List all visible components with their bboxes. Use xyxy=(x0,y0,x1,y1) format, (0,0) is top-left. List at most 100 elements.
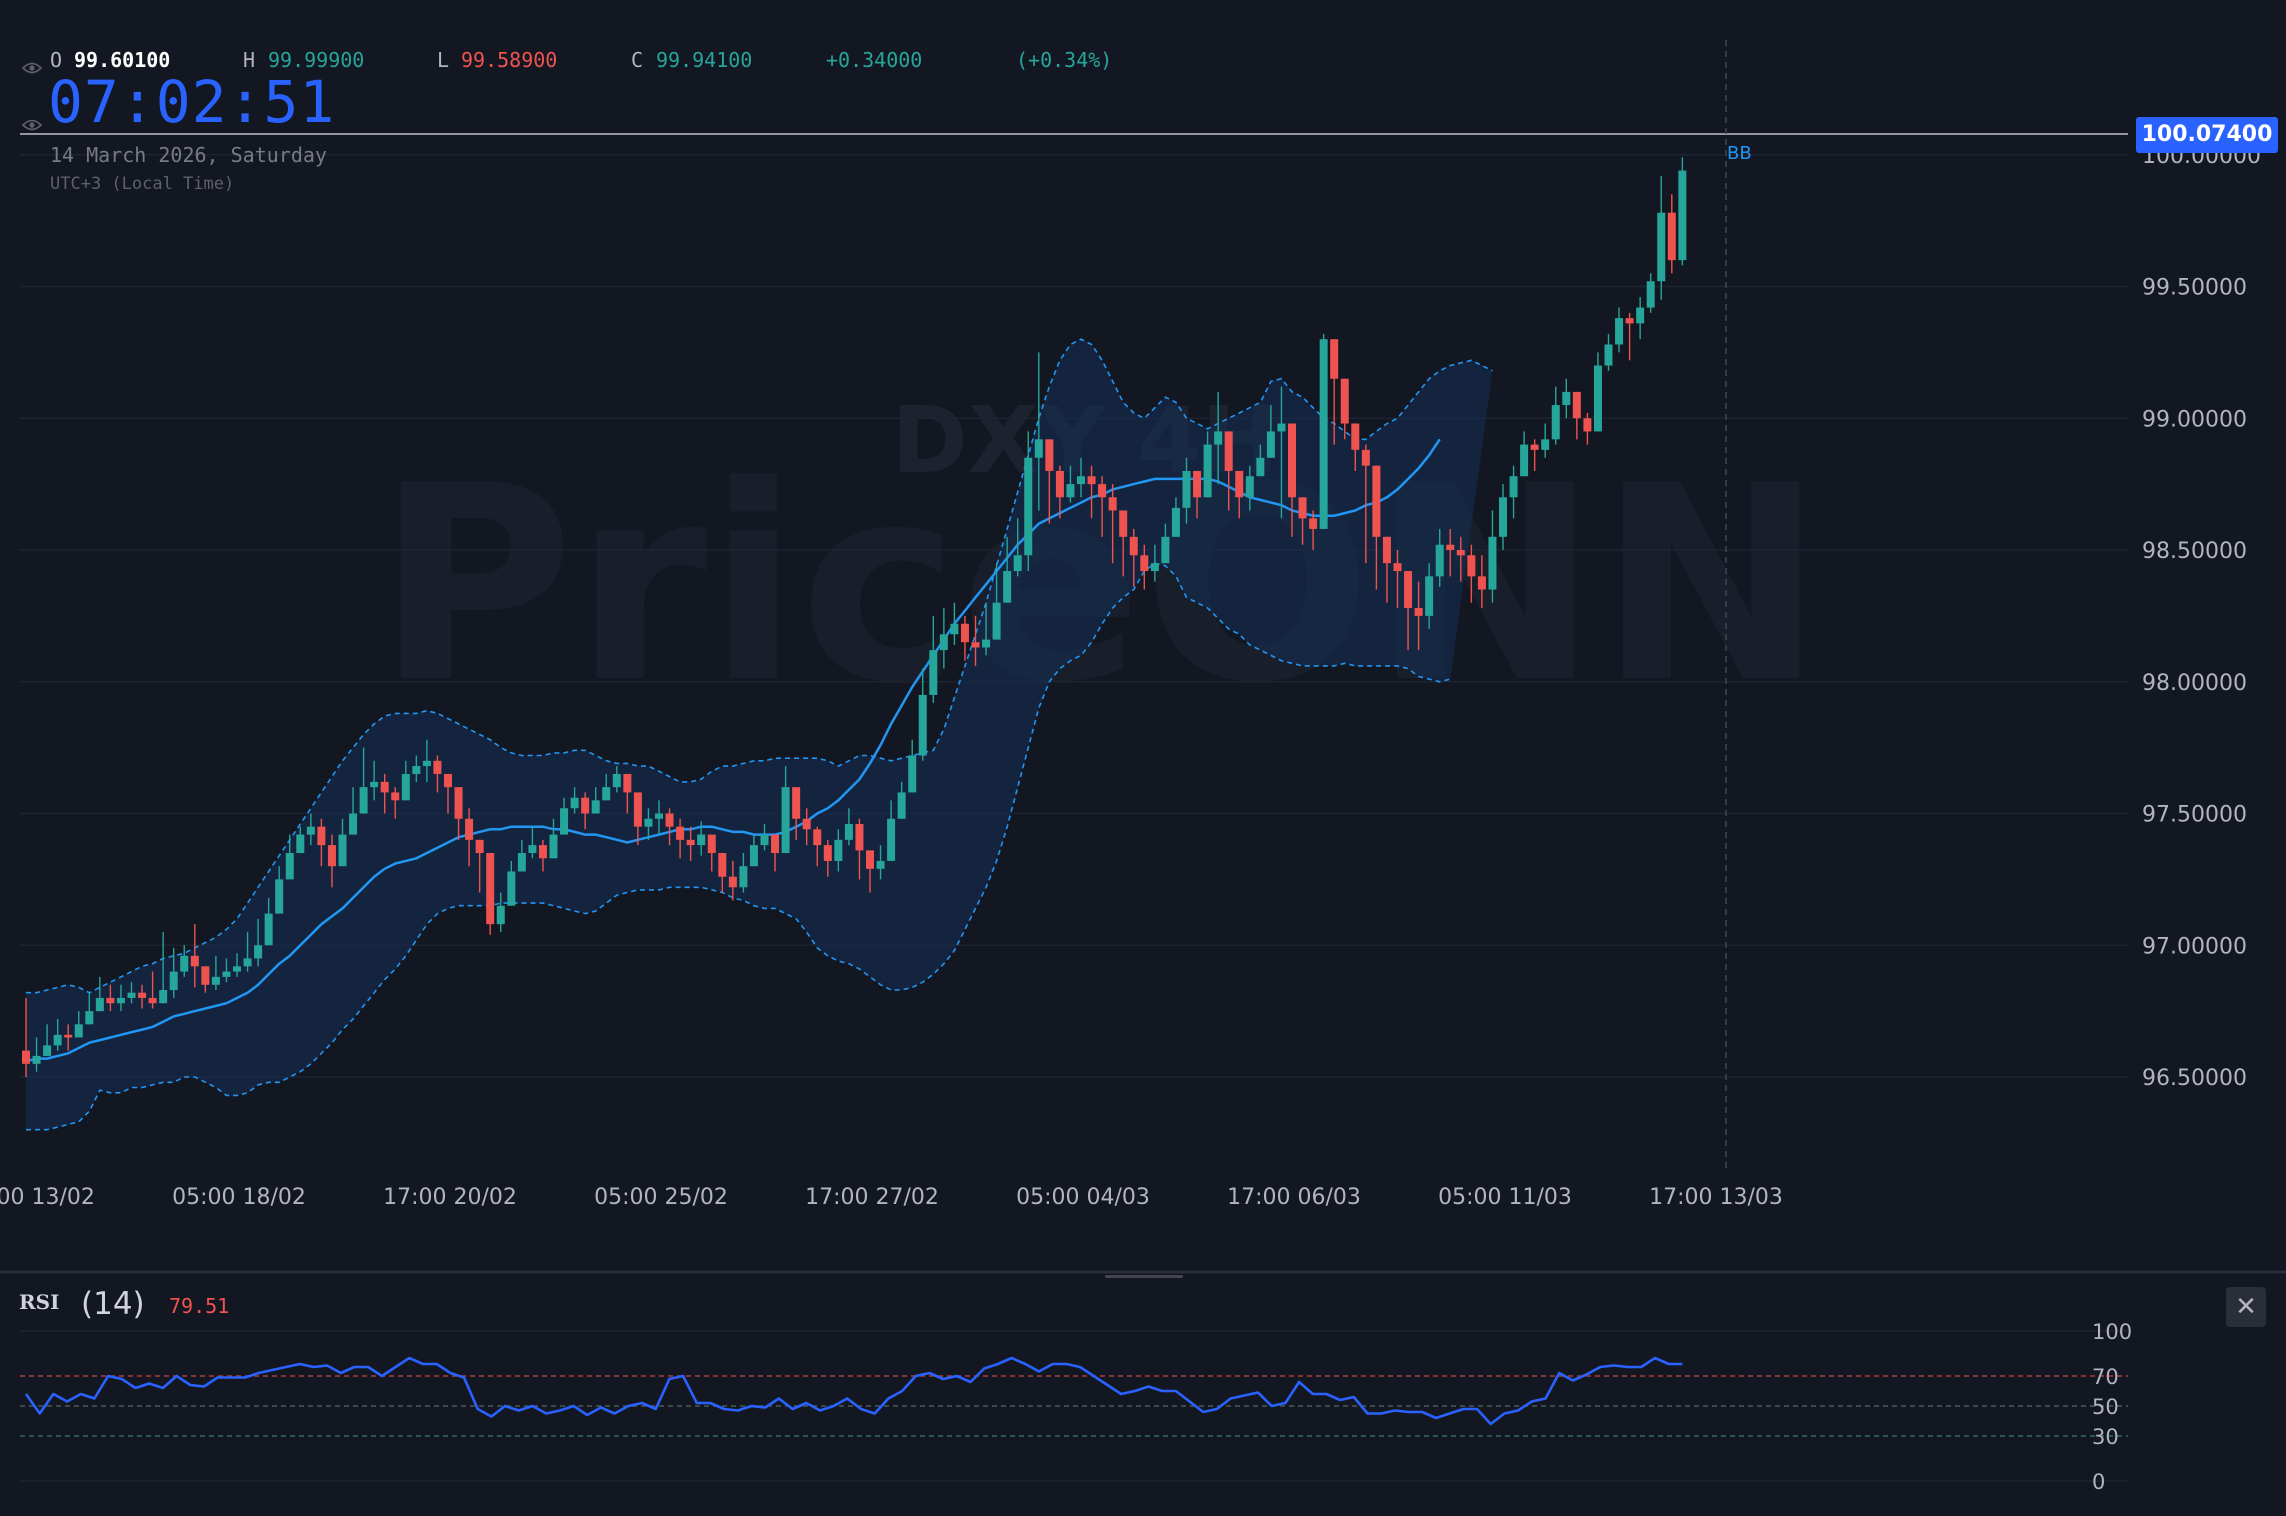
candle[interactable] xyxy=(22,997,30,1077)
candle[interactable] xyxy=(1572,391,1581,440)
candle[interactable] xyxy=(1404,571,1413,651)
candle[interactable] xyxy=(929,615,938,703)
candle[interactable] xyxy=(633,792,642,846)
candle[interactable] xyxy=(665,808,674,846)
candle[interactable] xyxy=(370,760,379,801)
candle[interactable] xyxy=(1203,431,1212,498)
candle[interactable] xyxy=(64,1024,73,1051)
candle[interactable] xyxy=(823,839,832,877)
candle[interactable] xyxy=(380,773,389,814)
pane-resize-handle[interactable] xyxy=(1105,1275,1183,1278)
candle[interactable] xyxy=(771,834,780,872)
candle[interactable] xyxy=(1593,352,1602,432)
candle[interactable] xyxy=(391,787,400,819)
candle[interactable] xyxy=(876,845,885,880)
eye-icon[interactable] xyxy=(22,61,42,75)
candle[interactable] xyxy=(1224,431,1233,511)
candle[interactable] xyxy=(866,850,874,893)
candle[interactable] xyxy=(676,818,685,859)
candle[interactable] xyxy=(1604,333,1613,371)
candle[interactable] xyxy=(306,813,315,846)
candle[interactable] xyxy=(1330,339,1339,445)
candle[interactable] xyxy=(686,826,695,861)
candle[interactable] xyxy=(960,615,969,661)
candle[interactable] xyxy=(612,766,621,793)
candle[interactable] xyxy=(1446,528,1455,577)
candle[interactable] xyxy=(844,808,853,846)
candle[interactable] xyxy=(939,607,948,669)
candle[interactable] xyxy=(802,808,811,846)
candle[interactable] xyxy=(211,955,220,991)
candle[interactable] xyxy=(971,615,980,666)
candle[interactable] xyxy=(1288,423,1296,537)
candle[interactable] xyxy=(349,787,358,835)
candle[interactable] xyxy=(1646,273,1655,313)
candle[interactable] xyxy=(644,808,653,840)
candle[interactable] xyxy=(496,892,505,933)
candle[interactable] xyxy=(549,818,558,859)
candle[interactable] xyxy=(296,826,305,854)
candle[interactable] xyxy=(602,773,611,801)
candle[interactable] xyxy=(897,781,906,819)
candle[interactable] xyxy=(148,971,157,1009)
candle[interactable] xyxy=(1045,439,1054,524)
candle[interactable] xyxy=(1108,484,1117,564)
candle[interactable] xyxy=(749,834,758,867)
candle[interactable] xyxy=(285,834,294,880)
candle[interactable] xyxy=(781,766,790,854)
candle[interactable] xyxy=(1361,444,1370,564)
candle[interactable] xyxy=(53,1019,62,1051)
candle[interactable] xyxy=(728,860,737,901)
candle[interactable] xyxy=(982,602,991,656)
candle[interactable] xyxy=(1499,484,1507,550)
candle[interactable] xyxy=(1256,444,1265,477)
candle[interactable] xyxy=(538,839,547,872)
candle[interactable] xyxy=(1171,497,1180,537)
candle[interactable] xyxy=(1667,194,1676,274)
candle[interactable] xyxy=(1583,412,1592,445)
candle[interactable] xyxy=(739,853,748,893)
candle[interactable] xyxy=(1235,470,1244,519)
candlestick-series[interactable] xyxy=(22,157,1687,1077)
candle[interactable] xyxy=(1530,439,1539,471)
candle[interactable] xyxy=(1382,536,1391,603)
candle[interactable] xyxy=(1509,465,1518,519)
candle[interactable] xyxy=(1615,307,1624,353)
candle[interactable] xyxy=(1003,536,1012,603)
candle[interactable] xyxy=(507,860,516,906)
candle[interactable] xyxy=(275,866,284,914)
candle[interactable] xyxy=(1372,465,1381,590)
candle[interactable] xyxy=(1034,352,1043,511)
candle[interactable] xyxy=(1636,297,1645,340)
candle[interactable] xyxy=(1309,510,1318,550)
candle[interactable] xyxy=(1562,378,1571,419)
candle[interactable] xyxy=(1298,497,1307,545)
candle[interactable] xyxy=(317,818,326,867)
candle[interactable] xyxy=(1119,510,1128,577)
candle[interactable] xyxy=(254,918,263,967)
candle[interactable] xyxy=(1161,523,1170,564)
candle[interactable] xyxy=(1414,581,1423,651)
candle[interactable] xyxy=(1340,378,1349,440)
candle[interactable] xyxy=(760,824,769,851)
candle[interactable] xyxy=(180,945,189,977)
candle[interactable] xyxy=(813,826,822,867)
candle[interactable] xyxy=(85,992,94,1025)
candle[interactable] xyxy=(1129,528,1138,587)
candle[interactable] xyxy=(1393,550,1402,608)
candle[interactable] xyxy=(190,924,199,988)
candle[interactable] xyxy=(454,787,463,840)
close-icon[interactable]: ✕ xyxy=(2226,1287,2266,1327)
candle[interactable] xyxy=(1277,386,1286,519)
candle[interactable] xyxy=(834,829,843,872)
candle[interactable] xyxy=(233,953,241,977)
candle[interactable] xyxy=(1477,555,1486,608)
candle[interactable] xyxy=(887,800,896,861)
candle[interactable] xyxy=(1087,465,1096,519)
candle[interactable] xyxy=(338,818,347,867)
candle[interactable] xyxy=(74,1011,83,1038)
candle[interactable] xyxy=(412,755,421,782)
candle[interactable] xyxy=(718,853,727,893)
candle[interactable] xyxy=(359,747,368,814)
candle[interactable] xyxy=(992,563,1001,640)
